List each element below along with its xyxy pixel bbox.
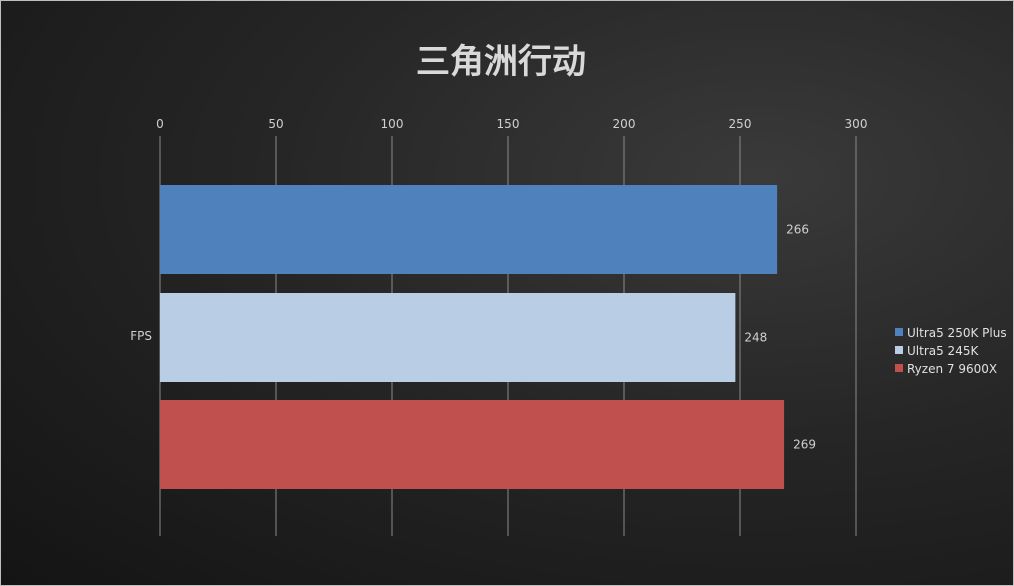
x-tick-label: 50	[268, 117, 283, 131]
legend-swatch	[895, 346, 903, 354]
bar	[160, 185, 778, 274]
bar	[160, 293, 736, 382]
legend-swatch	[895, 364, 903, 372]
data-label: 266	[786, 223, 809, 237]
data-label: 269	[793, 438, 816, 452]
x-tick-label: 200	[613, 117, 636, 131]
bar	[160, 400, 785, 489]
legend-swatch	[895, 328, 903, 336]
x-tick-label: 300	[845, 117, 868, 131]
category-label: FPS	[130, 329, 152, 343]
x-tick-label: 150	[497, 117, 520, 131]
chart-title: 三角洲行动	[416, 42, 586, 82]
x-tick-label: 100	[381, 117, 404, 131]
data-label: 248	[744, 331, 767, 345]
legend-label: Ryzen 7 9600X	[907, 362, 997, 376]
legend-label: Ultra5 245K	[907, 344, 979, 358]
legend-label: Ultra5 250K Plus	[907, 326, 1007, 340]
x-tick-label: 0	[156, 117, 164, 131]
x-tick-label: 250	[729, 117, 752, 131]
